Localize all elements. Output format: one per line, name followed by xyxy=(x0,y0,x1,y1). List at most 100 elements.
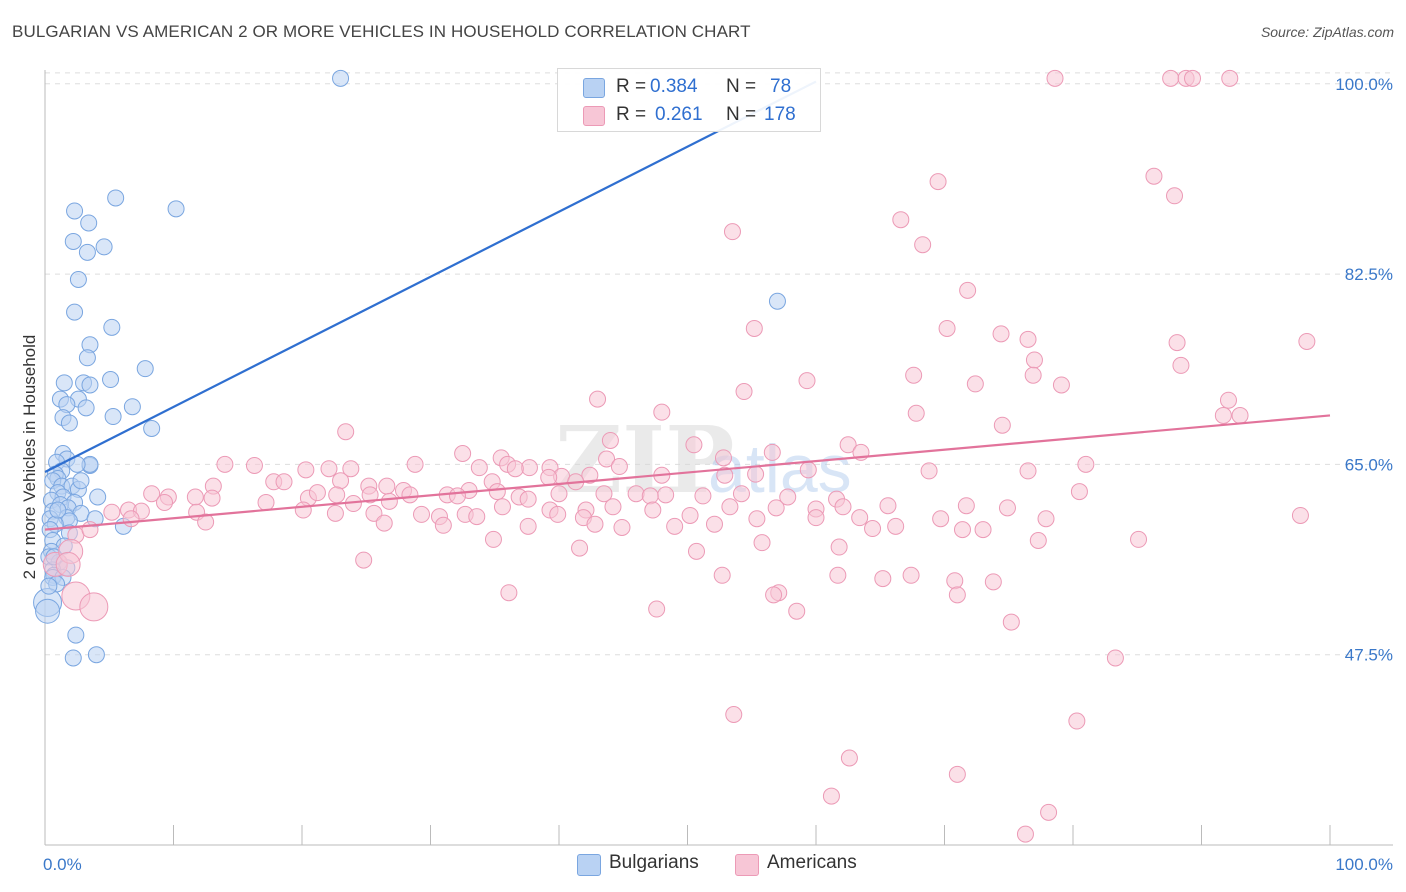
data-point xyxy=(66,303,84,321)
data-point xyxy=(107,189,125,207)
data-point xyxy=(1016,825,1034,843)
legend-r-value: 0.384 xyxy=(650,76,698,97)
data-point xyxy=(136,360,154,378)
data-point xyxy=(378,477,396,495)
data-point xyxy=(80,214,98,232)
data-point xyxy=(1040,803,1058,821)
legend-r-label: R = xyxy=(616,104,647,125)
data-point xyxy=(581,466,599,484)
data-point xyxy=(957,497,975,515)
data-point xyxy=(984,573,1002,591)
data-point xyxy=(468,508,486,526)
data-point xyxy=(648,600,666,618)
data-point xyxy=(687,542,705,560)
data-point xyxy=(905,366,923,384)
data-point xyxy=(64,649,82,667)
data-point xyxy=(275,473,293,491)
data-point xyxy=(69,271,87,288)
data-point xyxy=(586,515,604,533)
data-point xyxy=(595,485,613,503)
data-point xyxy=(657,486,675,504)
data-point xyxy=(1219,391,1237,409)
legend-n-value: 178 xyxy=(764,104,796,125)
data-point xyxy=(143,485,161,503)
data-point xyxy=(799,461,817,479)
y-tick-label: 82.5% xyxy=(1345,265,1393,284)
data-point xyxy=(879,497,897,515)
y-tick-label: 65.0% xyxy=(1345,455,1393,474)
data-point xyxy=(1037,510,1055,528)
data-point xyxy=(81,521,99,539)
data-point xyxy=(78,243,96,261)
data-point xyxy=(929,173,947,191)
x-tick-label-max: 100.0% xyxy=(1335,855,1393,874)
data-point xyxy=(834,498,852,516)
data-point xyxy=(332,69,350,87)
data-point xyxy=(1068,712,1086,730)
data-point xyxy=(839,436,857,454)
data-point xyxy=(892,211,910,229)
data-point xyxy=(64,232,82,250)
data-point xyxy=(365,504,383,522)
data-point xyxy=(732,485,750,503)
data-point xyxy=(948,586,966,604)
data-point xyxy=(765,586,783,604)
bulgarians-trend-line xyxy=(44,80,817,473)
y-axis-label: 2 or more Vehicles in Household xyxy=(20,335,39,580)
data-point xyxy=(807,509,825,527)
data-point xyxy=(938,319,956,337)
data-point xyxy=(326,504,344,522)
data-point xyxy=(1298,332,1316,350)
data-point xyxy=(493,498,511,516)
data-point xyxy=(72,472,90,490)
data-point xyxy=(454,445,472,462)
data-point xyxy=(78,349,96,367)
data-point xyxy=(79,592,109,622)
data-point xyxy=(520,459,538,477)
data-point xyxy=(748,510,766,528)
axes xyxy=(44,70,1393,846)
data-point xyxy=(601,431,619,449)
data-point xyxy=(1291,506,1309,524)
data-point xyxy=(589,390,607,408)
data-point xyxy=(77,399,95,417)
data-point xyxy=(725,706,743,723)
data-point xyxy=(716,466,734,484)
data-point xyxy=(484,530,502,548)
data-point xyxy=(342,460,360,478)
data-point xyxy=(519,517,537,535)
legend-n-label: N = xyxy=(726,76,757,97)
data-point xyxy=(953,521,971,539)
data-point xyxy=(666,517,684,535)
data-point xyxy=(332,472,350,490)
data-point xyxy=(245,456,263,474)
bottom-legend-swatch-blue xyxy=(577,854,601,876)
data-point xyxy=(966,375,984,393)
data-point xyxy=(920,462,938,480)
data-point xyxy=(40,577,58,595)
data-point xyxy=(714,449,732,467)
x-tick-label-min: 0.0% xyxy=(43,855,82,874)
data-point xyxy=(1145,167,1163,185)
data-point xyxy=(681,506,699,524)
data-point xyxy=(1046,69,1064,87)
data-point xyxy=(914,236,932,254)
data-point xyxy=(156,493,174,511)
bulgarians-points xyxy=(33,69,786,667)
y-tick-labels: 47.5% 65.0% 82.5% 100.0% xyxy=(1335,75,1393,665)
data-point xyxy=(1052,376,1070,394)
data-point xyxy=(1168,334,1186,352)
chart-title: BULGARIAN VS AMERICAN 2 OR MORE VEHICLES… xyxy=(12,22,751,41)
data-point xyxy=(35,598,61,624)
data-point xyxy=(974,521,992,539)
data-point xyxy=(540,468,558,486)
data-point xyxy=(767,499,785,517)
americans-trend-line xyxy=(44,414,1331,531)
data-point xyxy=(406,455,424,473)
data-point xyxy=(685,436,703,454)
data-point xyxy=(60,414,78,432)
data-point xyxy=(598,450,616,468)
data-point xyxy=(1019,462,1037,480)
data-point xyxy=(604,498,622,516)
data-point xyxy=(1172,356,1190,374)
